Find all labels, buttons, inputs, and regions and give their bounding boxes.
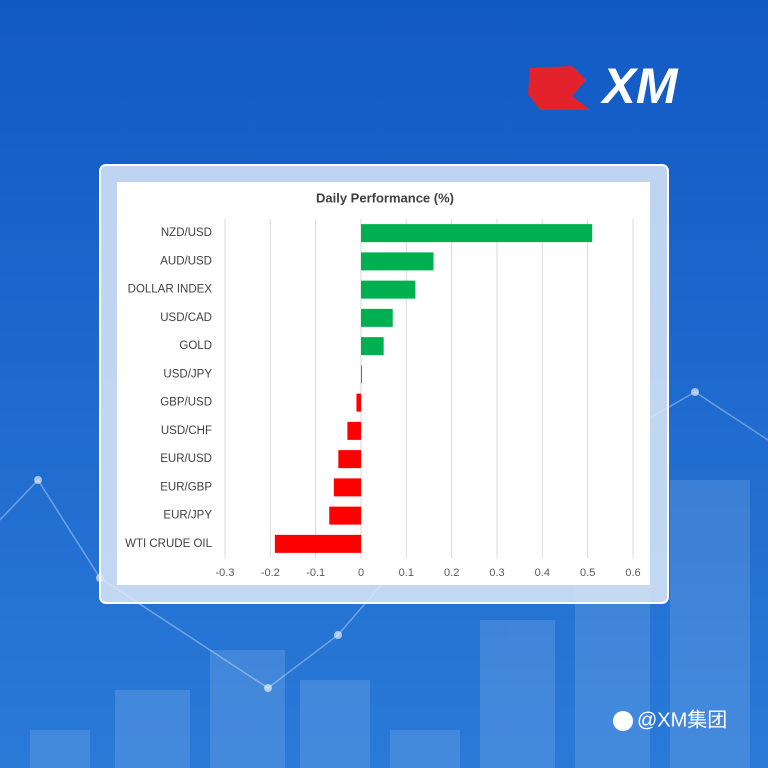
bar: [361, 252, 434, 271]
bar: [361, 224, 593, 243]
x-tick-label: -0.2: [261, 567, 280, 579]
bar: [274, 534, 361, 553]
x-tick-label: 0.6: [625, 567, 640, 579]
bar: [361, 365, 362, 384]
x-tick-label: 0: [358, 567, 364, 579]
x-tick-label: 0.5: [580, 567, 595, 579]
y-tick-label: GBP/USD: [160, 397, 212, 409]
y-tick-label: USD/CAD: [160, 312, 212, 324]
bar: [361, 280, 416, 299]
logo-text: XM: [600, 58, 679, 114]
y-tick-label: USD/JPY: [163, 368, 212, 380]
bar: [361, 308, 393, 327]
watermark: @XM集团: [637, 708, 727, 731]
y-tick-label: USD/CHF: [161, 425, 212, 437]
plot-background: [117, 182, 650, 585]
x-tick-label: 0.2: [444, 567, 459, 579]
x-tick-label: -0.1: [306, 567, 325, 579]
decor-bars: [30, 480, 750, 768]
logo-mark: [528, 66, 590, 110]
x-tick-label: -0.3: [216, 567, 235, 579]
y-tick-label: GOLD: [179, 340, 212, 352]
y-tick-label: WTI CRUDE OIL: [125, 538, 212, 550]
bar: [347, 421, 361, 440]
bar: [338, 450, 361, 469]
x-tick-label: 0.3: [489, 567, 504, 579]
x-tick-label: 0.1: [399, 567, 414, 579]
y-tick-label: NZD/USD: [161, 227, 212, 239]
bar: [329, 506, 361, 525]
y-tick-label: DOLLAR INDEX: [128, 284, 213, 296]
y-tick-label: EUR/JPY: [163, 510, 212, 522]
watermark-icon: [613, 711, 633, 731]
bar: [361, 337, 384, 356]
bar: [356, 393, 361, 412]
y-tick-label: EUR/USD: [160, 453, 212, 465]
y-tick-label: EUR/GBP: [160, 481, 212, 493]
x-tick-label: 0.4: [535, 567, 550, 579]
y-tick-label: AUD/USD: [160, 255, 212, 267]
bar: [333, 478, 361, 497]
chart-title: Daily Performance (%): [316, 190, 454, 205]
